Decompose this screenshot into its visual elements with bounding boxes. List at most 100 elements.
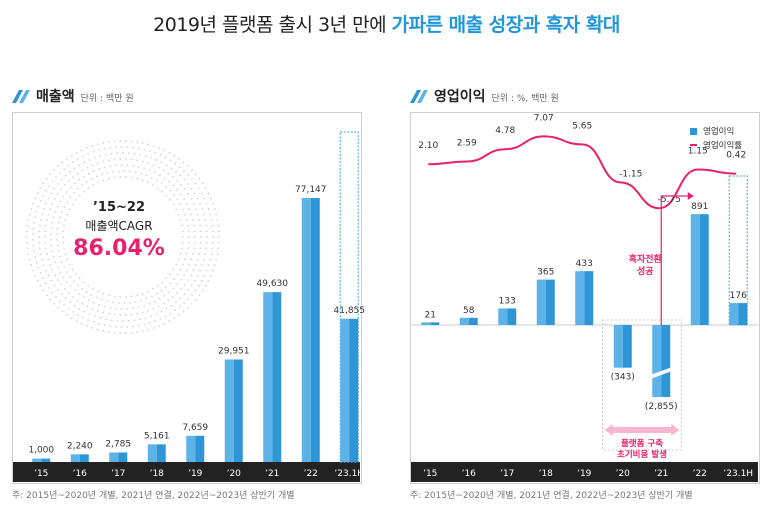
revenue-bar xyxy=(263,292,273,462)
turnaround-label: 성공 xyxy=(637,265,654,277)
x-axis-band xyxy=(411,462,758,482)
x-tick-label: ’17 xyxy=(111,469,125,479)
profit-bar xyxy=(690,214,700,325)
revenue-bar-shade xyxy=(233,359,243,462)
legend-line-label: 영업이익률 xyxy=(703,141,743,151)
headline-prefix: 2019년 플랫폼 출시 3년 만에 xyxy=(153,14,392,36)
profit-bar-shade xyxy=(430,322,440,325)
profit-data-label: 433 xyxy=(576,259,593,269)
profit-bar-shade xyxy=(661,325,671,397)
profit-bar xyxy=(729,303,739,325)
x-tick-label: ’16 xyxy=(73,469,88,479)
revenue-bar xyxy=(109,452,119,462)
x-tick-label: ’20 xyxy=(227,469,242,479)
profit-footnote: 주: 2015년~2020년 개별, 2021년 연결, 2022년~2023년… xyxy=(410,491,693,501)
revenue-unit: 단위 : 백만 원 xyxy=(80,94,134,104)
x-tick-label: ’18 xyxy=(150,469,165,479)
x-tick-label: ’20 xyxy=(616,469,631,479)
revenue-data-label: 2,240 xyxy=(67,441,93,451)
cagr-value: 86.04% xyxy=(73,236,165,261)
profit-bar-shade xyxy=(507,308,517,325)
profit-bar xyxy=(575,271,585,325)
margin-data-label: -1.15 xyxy=(619,169,642,179)
revenue-bar xyxy=(70,454,80,462)
x-tick-label: ’22 xyxy=(304,469,318,479)
revenue-bar xyxy=(340,318,350,462)
margin-data-label: 2.10 xyxy=(418,141,438,151)
margin-data-label: 5.65 xyxy=(572,121,592,131)
revenue-bar-shade xyxy=(156,444,166,462)
turnaround-arrow xyxy=(660,195,688,325)
revenue-bar-shade xyxy=(195,435,205,462)
profit-bar-outline xyxy=(728,175,748,326)
slash-icon xyxy=(12,89,30,103)
profit-bar xyxy=(498,308,508,325)
profit-bar-shade xyxy=(738,303,748,325)
slash-icon xyxy=(410,89,428,103)
legend-line-swatch xyxy=(690,144,697,146)
profit-legend: 영업이익 영업이익률 xyxy=(690,124,742,152)
margin-line xyxy=(428,135,737,210)
x-tick-label: ’19 xyxy=(188,469,203,479)
legend-item-operating-margin: 영업이익률 xyxy=(690,138,742,152)
legend-item-operating-profit: 영업이익 xyxy=(690,124,742,138)
x-tick-label: ’17 xyxy=(500,469,514,479)
profit-data-label: 176 xyxy=(730,291,747,301)
headline: 2019년 플랫폼 출시 3년 만에 가파른 매출 성장과 흑자 확대 xyxy=(0,10,773,37)
cagr-callout: ’15~22 매출액CAGR 86.04% xyxy=(64,200,174,261)
profit-bar xyxy=(459,317,469,325)
revenue-bar-shade xyxy=(349,318,359,462)
x-axis-band xyxy=(13,462,360,482)
revenue-data-label: 1,000 xyxy=(28,446,54,456)
revenue-bar-shade xyxy=(272,292,282,462)
margin-data-label: 4.78 xyxy=(495,126,515,136)
revenue-title: 매출액 xyxy=(36,89,75,105)
x-tick-label: ’19 xyxy=(577,469,592,479)
profit-bar-shade xyxy=(468,317,478,325)
turnaround-label: 흑자전환 xyxy=(629,253,663,265)
revenue-bar-shade xyxy=(310,197,320,462)
margin-data-label: 2.59 xyxy=(457,138,477,148)
cost-period-arrow xyxy=(604,424,680,436)
headline-accent: 가파른 매출 성장과 흑자 확대 xyxy=(391,14,621,36)
revenue-data-label: 77,147 xyxy=(295,185,327,195)
revenue-data-label: 7,659 xyxy=(182,423,208,433)
profit-data-label: 365 xyxy=(537,268,554,278)
profit-bar-shade xyxy=(699,214,709,325)
x-tick-label: ’16 xyxy=(462,469,477,479)
revenue-bar xyxy=(301,197,311,462)
revenue-chart: 1,000 ’15 2,240 ’16 2,785 ’17 5,161 ’18 7,659 ’19… xyxy=(13,131,365,482)
profit-title: 영업이익 xyxy=(434,89,486,105)
x-tick-label: ’15 xyxy=(34,469,48,479)
profit-data-label: 891 xyxy=(691,202,708,212)
profit-data-label: (343) xyxy=(611,373,635,383)
axis-break-mark xyxy=(650,367,673,379)
x-tick-label: ’21 xyxy=(654,469,668,479)
profit-bar xyxy=(652,325,662,397)
x-tick-label: ’22 xyxy=(693,469,707,479)
profit-bar xyxy=(536,279,546,325)
revenue-footnote: 주: 2015년~2020년 개별, 2021년 연결, 2022년~2023년… xyxy=(12,491,295,501)
profit-data-label: 58 xyxy=(463,306,475,316)
revenue-bar-shade xyxy=(79,454,89,462)
margin-data-label: 1.15 xyxy=(688,147,708,157)
profit-bar xyxy=(613,325,623,368)
cagr-label: 매출액CAGR xyxy=(85,219,153,233)
profit-data-label: 133 xyxy=(499,296,516,306)
legend-bar-label: 영업이익 xyxy=(703,127,735,137)
revenue-bar xyxy=(32,458,42,462)
x-tick-label: ’18 xyxy=(539,469,554,479)
cagr-dot-ring xyxy=(26,140,220,334)
revenue-data-label: 41,855 xyxy=(334,306,366,316)
margin-data-label: 7.07 xyxy=(534,113,554,123)
revenue-bar xyxy=(147,444,157,462)
revenue-bar-shade xyxy=(118,452,128,462)
margin-data-label: 0.42 xyxy=(726,151,746,161)
cagr-period: ’15~22 xyxy=(92,200,145,215)
margin-data-label: -5.75 xyxy=(658,195,681,205)
cost-period-label: 플랫폼 구축 xyxy=(621,438,663,449)
revenue-data-label: 29,951 xyxy=(218,347,250,357)
profit-panel-title: 영업이익 단위 : %, 백만 원 xyxy=(410,86,559,106)
profit-bar-shade xyxy=(584,271,594,325)
revenue-bar xyxy=(224,359,234,462)
